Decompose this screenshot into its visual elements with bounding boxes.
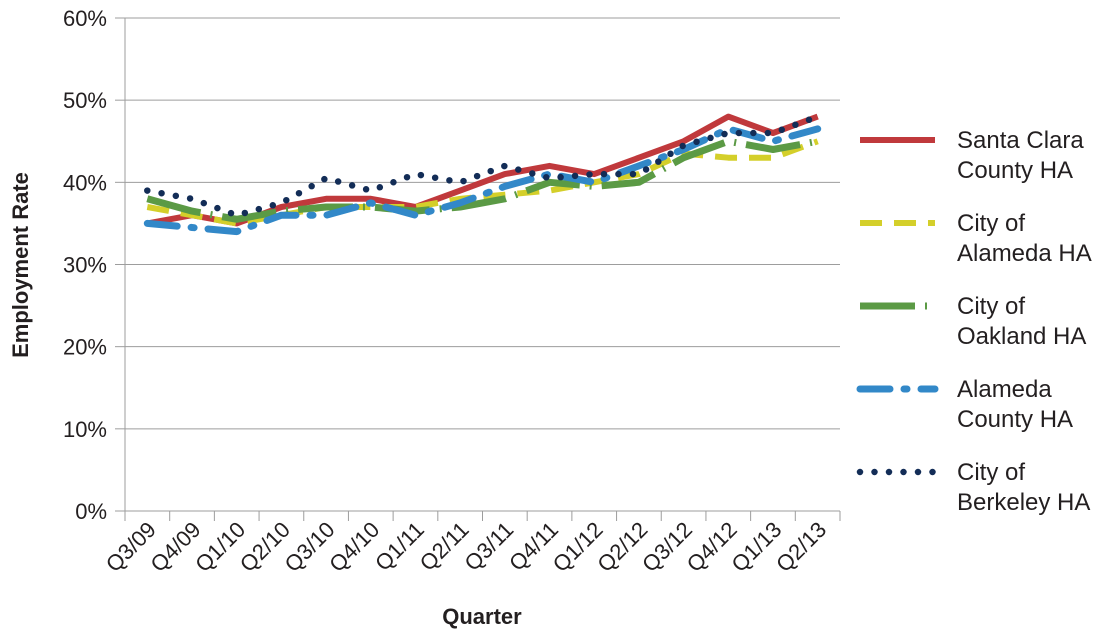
x-tick-label: Q3/11 (459, 517, 518, 576)
series-line-2 (146, 138, 819, 227)
legend-label-3: Oakland HA (957, 323, 1086, 350)
x-tick-label: Q2/10 (235, 517, 295, 577)
x-tick-label: Q2/12 (592, 517, 652, 577)
x-tick-label: Q1/11 (370, 517, 429, 576)
legend-label-3: City of (957, 293, 1025, 320)
legend: Santa Clara County HA City of Alameda HA Cit… (856, 127, 1092, 516)
x-tick-label: Q2/11 (415, 517, 474, 576)
x-tick-label: Q1/10 (190, 517, 250, 577)
series-line-5 (144, 113, 821, 219)
x-tick-label: Q3/09 (101, 517, 161, 577)
legend-label-1: Santa Clara (957, 127, 1084, 154)
y-tick-label: 60% (63, 6, 107, 31)
legend-label-4: County HA (957, 406, 1073, 433)
series-layer (143, 113, 822, 236)
y-tick-label: 10% (63, 417, 107, 442)
legend-label-4: Alameda (957, 376, 1052, 403)
legend-label-2: City of (957, 210, 1025, 237)
x-tick-label: Q1/13 (726, 517, 786, 577)
legend-label-2: Alameda HA (957, 240, 1092, 267)
series-line-3 (146, 137, 819, 223)
legend-label-1: County HA (957, 157, 1073, 184)
gridlines (125, 17, 840, 512)
y-axis: 0% 10% 20% 30% 40% 50% 60% (63, 6, 126, 524)
x-tick-label: Q1/12 (548, 517, 608, 577)
legend-label-5: Berkeley HA (957, 489, 1090, 516)
y-axis-title: Employment Rate (8, 172, 33, 358)
y-tick-label: 30% (63, 253, 107, 278)
series-line-4 (143, 125, 822, 236)
y-tick-label: 50% (63, 88, 107, 113)
x-tick-label: Q4/10 (324, 517, 384, 577)
x-axis-title: Quarter (442, 604, 522, 629)
y-tick-label: 0% (75, 499, 107, 524)
x-tick-label: Q3/12 (637, 517, 697, 577)
y-tick-label: 40% (63, 170, 107, 195)
x-tick-label: Q2/13 (771, 517, 831, 577)
y-tick-label: 20% (63, 335, 107, 360)
x-tick-label: Q3/10 (280, 517, 340, 577)
legend-label-5: City of (957, 459, 1025, 486)
x-axis: Q3/09Q4/09Q1/10Q2/10Q3/10Q4/10Q1/11Q2/11… (101, 510, 841, 577)
x-tick-label: Q4/09 (146, 517, 206, 577)
x-tick-label: Q4/12 (682, 517, 742, 577)
